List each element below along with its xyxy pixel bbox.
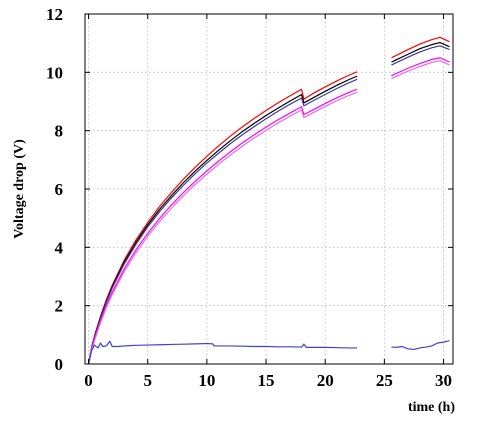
y-tick-label: 10 xyxy=(46,63,63,82)
series-6-line xyxy=(87,340,358,365)
y-tick-label: 2 xyxy=(55,297,64,316)
series-1-line xyxy=(87,71,358,365)
series-3-line xyxy=(87,78,358,365)
y-tick-label: 8 xyxy=(55,122,64,141)
series-5-line xyxy=(391,60,450,80)
x-tick-label: 0 xyxy=(84,371,93,390)
y-axis-label: Voltage drop (V) xyxy=(12,139,27,239)
series-5-line xyxy=(90,91,358,353)
series-3-line xyxy=(391,45,450,66)
tick-labels: 0 5 10 15 20 25 30 0 2 4 6 8 10 12 xyxy=(46,5,452,390)
y-tick-label: 12 xyxy=(46,5,63,24)
x-tick-label: 5 xyxy=(143,371,152,390)
series-2-line xyxy=(391,41,450,63)
y-tick-label: 6 xyxy=(55,180,64,199)
y-tick-label: 0 xyxy=(55,355,64,374)
y-tick-label: 4 xyxy=(55,238,64,257)
series-4-line xyxy=(391,57,450,77)
x-axis-label: time (h) xyxy=(408,400,455,415)
series-6-line xyxy=(391,340,450,351)
ticks xyxy=(85,13,453,365)
x-tick-label: 10 xyxy=(198,371,215,390)
x-tick-label: 30 xyxy=(435,371,452,390)
series-4-line xyxy=(87,88,358,365)
x-tick-label: 20 xyxy=(317,371,334,390)
series-2-line xyxy=(87,75,358,365)
x-tick-label: 15 xyxy=(258,371,275,390)
series-layer xyxy=(87,36,450,365)
series-1-line xyxy=(391,36,450,59)
grid xyxy=(85,13,453,365)
x-tick-label: 25 xyxy=(376,371,393,390)
